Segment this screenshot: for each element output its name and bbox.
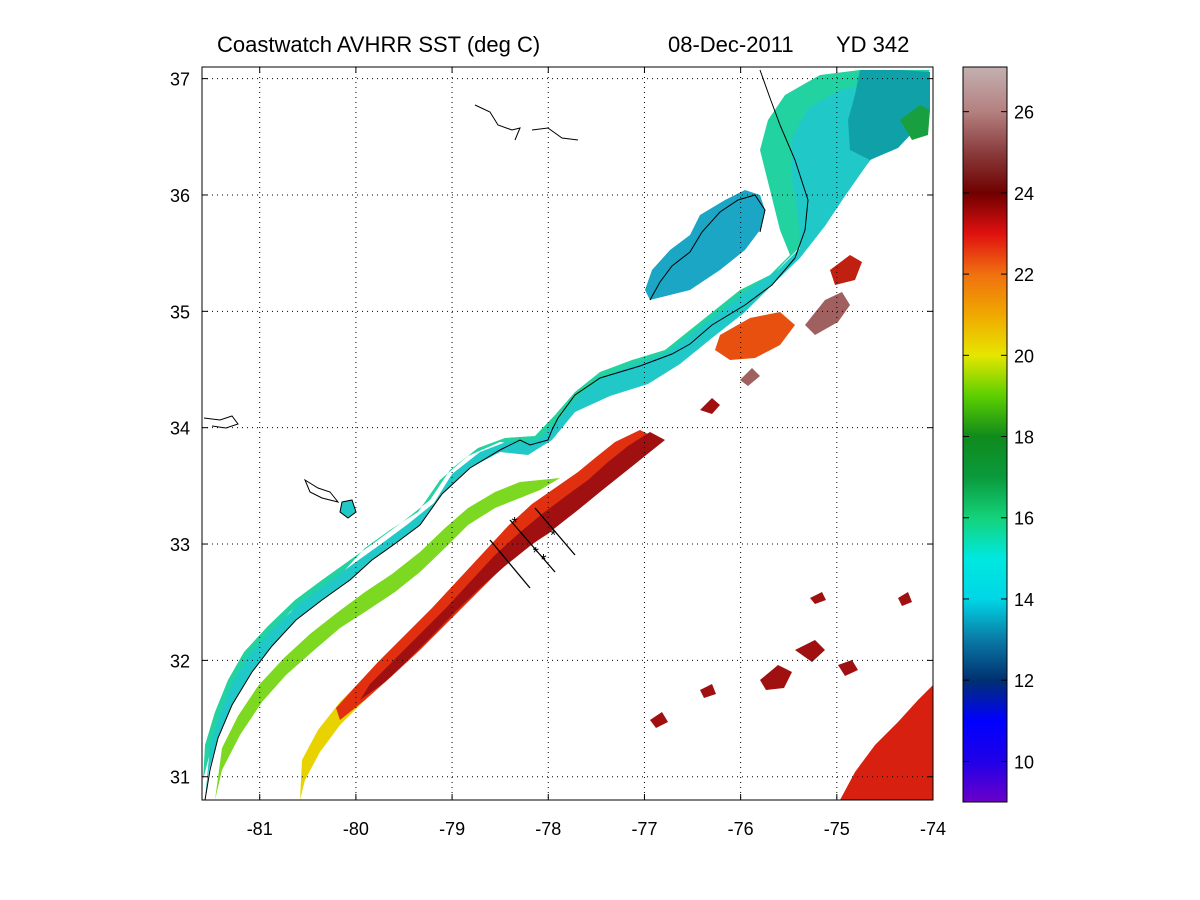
warm-patch-hatteras-dark xyxy=(830,255,862,285)
transect-line-2 xyxy=(509,519,556,573)
sound-shoreline xyxy=(649,194,766,301)
map-grid xyxy=(202,67,934,800)
colorbar-ticks: 10 12 14 16 18 20 22 24 26 xyxy=(963,103,1034,772)
x-tick-label: -81 xyxy=(247,819,273,839)
transect-line-3 xyxy=(534,507,576,556)
transect-line-1 xyxy=(489,539,531,589)
figure-date: 08-Dec-2011 xyxy=(668,32,794,57)
coastline xyxy=(204,69,809,801)
colorbar-fill xyxy=(963,67,1007,802)
colorbar-tick-label: 14 xyxy=(1014,590,1034,610)
transect-stations: ** ** xyxy=(511,515,556,569)
inland-lake-outline xyxy=(303,478,340,503)
transect-station-marker: * xyxy=(511,515,517,532)
warm-patch-hatteras xyxy=(715,312,795,360)
estuary-outline-2 xyxy=(531,127,579,141)
southeast-warm-water xyxy=(840,685,933,800)
colorbar-tick-label: 18 xyxy=(1014,428,1034,448)
x-tick-label: -74 xyxy=(920,819,946,839)
x-tick-label: -77 xyxy=(631,819,657,839)
x-tick-label: -78 xyxy=(535,819,561,839)
offshore-sst-eddy-5 xyxy=(898,592,912,606)
offshore-sst-eddy-3 xyxy=(838,660,858,676)
x-tick-label: -75 xyxy=(824,819,850,839)
x-tick-label: -76 xyxy=(728,819,754,839)
y-tick-label: 37 xyxy=(170,70,190,90)
offshore-sst-eddy-1 xyxy=(760,665,792,690)
sst-field xyxy=(202,70,933,800)
colorbar: 10 12 14 16 18 20 22 24 26 xyxy=(962,66,1034,803)
y-tick-label: 34 xyxy=(170,419,190,439)
figure-yearday: YD 342 xyxy=(836,32,909,57)
y-tick-label: 33 xyxy=(170,535,190,555)
offshore-sst-eddy-4 xyxy=(810,592,826,604)
warm-patch-offshore-2 xyxy=(740,368,760,386)
y-tick-label: 35 xyxy=(170,302,190,322)
inland-lake-2 xyxy=(339,499,357,519)
x-tick-label: -79 xyxy=(439,819,465,839)
colorbar-tick-label: 26 xyxy=(1014,103,1034,123)
map-frame xyxy=(201,66,934,801)
colorbar-tick-label: 20 xyxy=(1014,346,1034,366)
y-tick-label: 31 xyxy=(170,768,190,788)
transect-lines xyxy=(489,507,576,589)
colorbar-frame xyxy=(962,66,1008,803)
y-tick-label: 36 xyxy=(170,186,190,206)
colorbar-tick-label: 12 xyxy=(1014,671,1034,691)
transect-station-marker: * xyxy=(550,528,556,545)
estuary-outline-1 xyxy=(474,104,521,141)
map-panel: ** ** xyxy=(201,66,934,801)
gulf-stream-core-darkred xyxy=(360,432,665,700)
colorbar-tick-label: 16 xyxy=(1014,509,1034,529)
offshore-sst-eddy-6 xyxy=(650,712,668,728)
figure-title: Coastwatch AVHRR SST (deg C) xyxy=(217,32,540,57)
transect-station-marker: * xyxy=(540,552,546,569)
warm-patch-pink xyxy=(805,292,850,335)
warm-patch-offshore-1 xyxy=(700,398,720,414)
colorbar-tick-label: 22 xyxy=(1014,265,1034,285)
colorbar-tick-label: 10 xyxy=(1014,752,1034,772)
colorbar-tick-label: 24 xyxy=(1014,184,1034,204)
pamlico-sound-water xyxy=(645,190,765,300)
offshore-sst-eddy-7 xyxy=(700,684,716,698)
west-inlet-outline xyxy=(203,415,239,429)
offshore-sst-eddy-2 xyxy=(795,640,825,662)
northern-water-cool xyxy=(848,70,930,160)
longitude-tick-labels: -81 -80 -79 -78 -77 -76 -75 -74 xyxy=(247,819,946,839)
transect-station-marker: * xyxy=(533,545,539,562)
northeast-green-water xyxy=(900,105,930,140)
x-tick-label: -80 xyxy=(343,819,369,839)
latitude-tick-labels: 31 32 33 34 35 36 37 xyxy=(170,70,190,788)
y-tick-label: 32 xyxy=(170,651,190,671)
nearshore-water-teal xyxy=(205,82,925,800)
